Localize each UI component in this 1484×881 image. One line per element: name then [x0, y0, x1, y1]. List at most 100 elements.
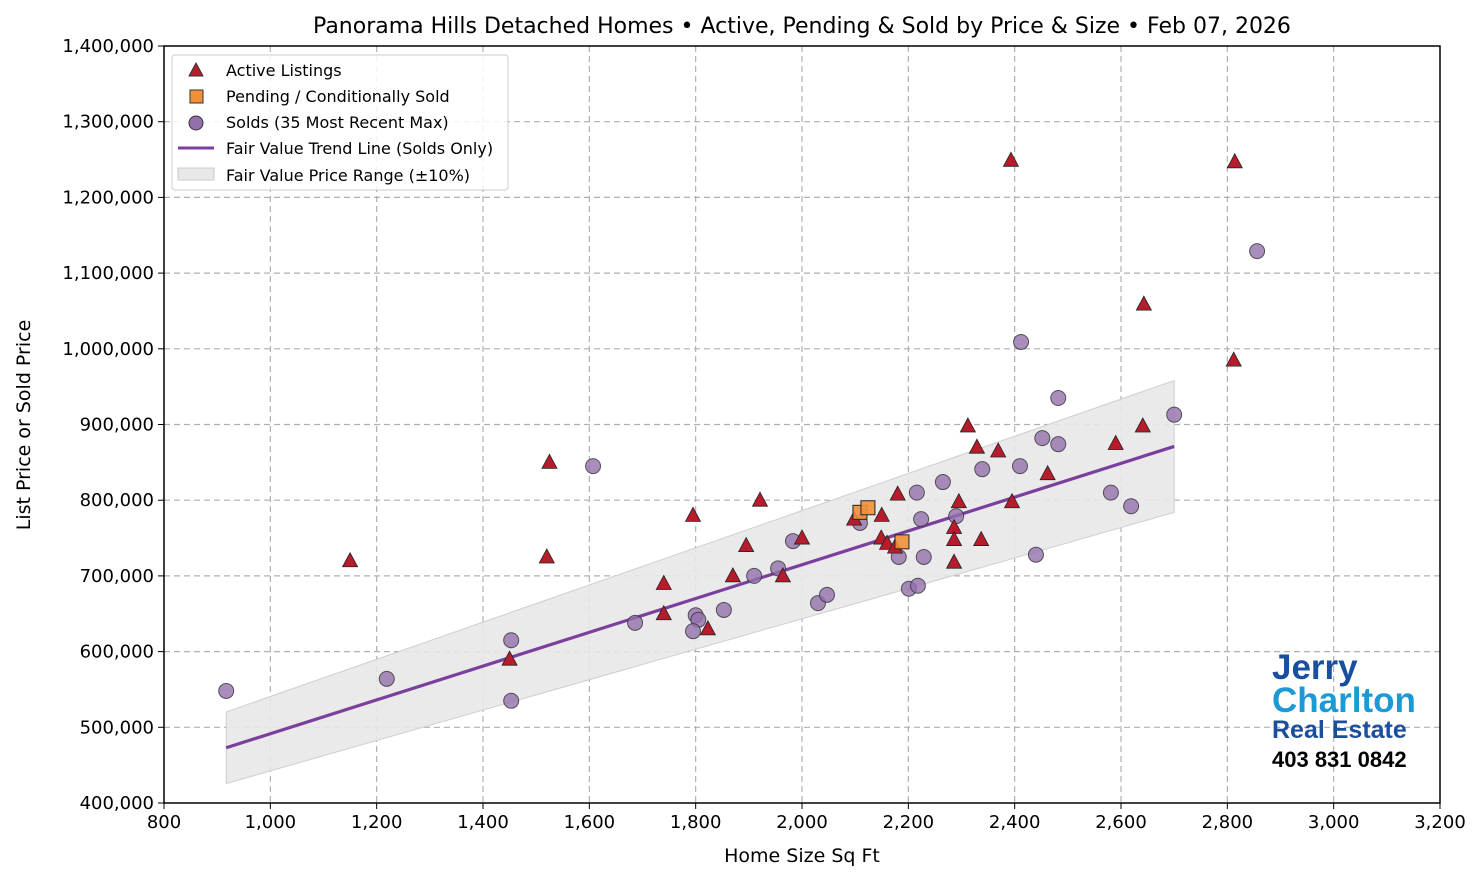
legend: Active Listings Pending / Conditionally …: [171, 54, 509, 191]
x-tick-label: 2,800: [1202, 812, 1254, 833]
y-tick-label: 1,200,000: [62, 187, 154, 208]
active-point: [1039, 464, 1056, 481]
y-tick-label: 800,000: [80, 490, 154, 511]
active-point: [655, 604, 672, 621]
x-tick-label: 1,400: [457, 812, 509, 833]
sold-point: [627, 614, 644, 631]
active-point: [655, 574, 672, 590]
sold-point: [1123, 498, 1140, 515]
sold-point: [1050, 390, 1067, 407]
x-tick-label: 1,000: [245, 812, 297, 833]
sold-point: [1011, 458, 1028, 475]
sold-point: [915, 548, 932, 565]
active-point: [541, 453, 558, 469]
x-tick-label: 2,600: [1095, 812, 1147, 833]
active-point: [873, 506, 890, 522]
sold-point: [685, 623, 702, 640]
active-point: [774, 567, 792, 583]
active-point: [738, 536, 755, 553]
y-axis-label: List Price or Sold Price: [13, 320, 35, 531]
sold-point: [1034, 430, 1051, 447]
active-point: [1135, 295, 1153, 311]
active-point: [1226, 152, 1243, 169]
active-point: [1002, 151, 1020, 167]
legend-pending: Pending / Conditionally Sold: [226, 87, 450, 106]
chart-title: Panorama Hills Detached Homes • Active, …: [313, 14, 1291, 39]
y-tick-label: 1,000,000: [62, 339, 154, 360]
sold-point: [948, 508, 965, 525]
active-point: [959, 417, 977, 433]
x-tick-label: 1,200: [351, 812, 403, 833]
sold-point: [1013, 333, 1030, 350]
logo-phone: 403 831 0842: [1272, 747, 1407, 772]
sold-point: [1102, 484, 1119, 501]
pending-point: [860, 500, 876, 516]
y-tick-label: 400,000: [80, 793, 154, 814]
active-point: [341, 551, 359, 568]
x-tick-label: 800: [147, 812, 181, 833]
sold-point: [974, 461, 991, 478]
active-point: [793, 529, 811, 545]
active-point: [889, 485, 906, 501]
sold-point: [746, 567, 763, 584]
active-point: [751, 491, 769, 507]
trend-line: [225, 444, 1175, 750]
legend-band-icon: [177, 167, 215, 181]
sold-point: [503, 632, 520, 649]
active-point: [968, 438, 986, 454]
sold-point: [1050, 436, 1067, 453]
active-point: [699, 620, 717, 636]
y-tick-label: 900,000: [80, 415, 154, 436]
x-tick-label: 2,400: [989, 812, 1041, 833]
sold-point: [503, 692, 520, 709]
y-tick-label: 1,100,000: [62, 263, 154, 284]
legend-square-icon: [189, 89, 204, 104]
x-tick-label: 1,800: [670, 812, 722, 833]
active-point: [990, 442, 1007, 458]
x-tick-label: 2,000: [776, 812, 828, 833]
active-point: [538, 548, 555, 564]
sold-point: [715, 601, 732, 618]
fair-value-band: [225, 379, 1175, 785]
x-axis-label: Home Size Sq Ft: [724, 845, 880, 867]
sold-point: [909, 577, 926, 594]
sold-point: [818, 586, 835, 603]
legend-trend: Fair Value Trend Line (Solds Only): [226, 139, 493, 158]
active-point: [878, 534, 896, 550]
active-point: [1003, 492, 1021, 509]
active-point: [945, 553, 963, 569]
legend-solds: Solds (35 Most Recent Max): [226, 113, 449, 132]
y-tick-label: 1,400,000: [62, 36, 154, 57]
sold-point: [1249, 243, 1266, 260]
logo-line2: Charlton: [1272, 681, 1416, 720]
sold-point: [218, 682, 235, 699]
y-tick-label: 1,300,000: [62, 112, 154, 133]
x-tick-label: 1,600: [564, 812, 616, 833]
x-tick-label: 2,200: [883, 812, 935, 833]
sold-point: [934, 474, 951, 491]
active-point: [501, 650, 518, 666]
active-point: [724, 567, 742, 583]
sold-point: [913, 511, 930, 528]
sold-point: [1166, 406, 1183, 423]
active-point: [950, 492, 968, 509]
x-tick-label: 3,000: [1308, 812, 1360, 833]
active-point: [973, 530, 990, 546]
x-tick-label: 3,200: [1414, 812, 1466, 833]
active-point: [1225, 351, 1242, 367]
active-point: [684, 506, 702, 522]
legend-band: Fair Value Price Range (±10%): [226, 166, 470, 185]
logo-line3: Real Estate: [1272, 716, 1407, 744]
sold-point: [585, 458, 602, 475]
legend-circle-icon: [188, 115, 204, 131]
y-tick-label: 700,000: [80, 566, 154, 587]
sold-point: [378, 670, 395, 687]
pending-point: [894, 534, 910, 550]
legend-triangle-icon: [188, 61, 204, 77]
sold-point: [908, 484, 925, 501]
active-point: [945, 530, 963, 546]
sold-point: [1027, 546, 1044, 563]
y-tick-label: 600,000: [80, 642, 154, 663]
logo-line1: Jerry: [1272, 648, 1358, 687]
